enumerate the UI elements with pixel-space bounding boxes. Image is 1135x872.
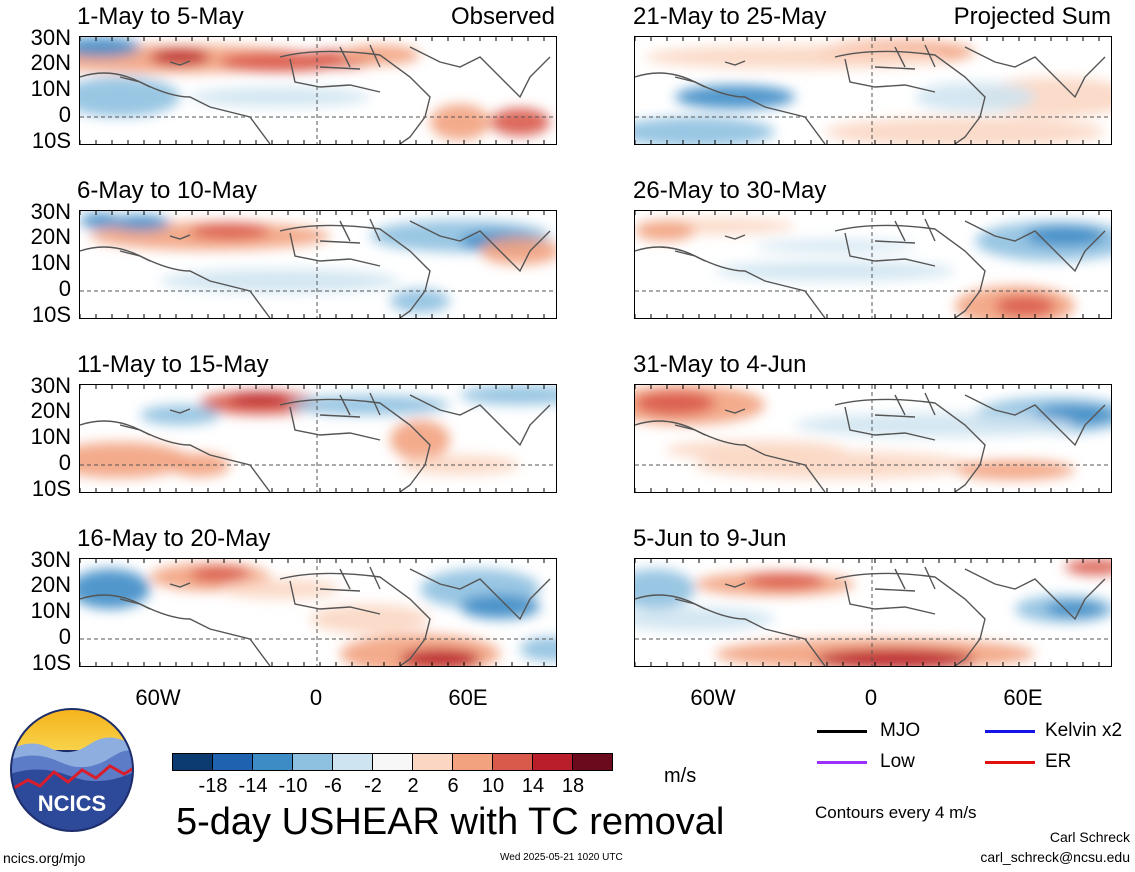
shear-field	[80, 211, 556, 318]
map-panel	[634, 384, 1112, 493]
units-label: m/s	[664, 765, 697, 787]
coastlines	[80, 392, 551, 492]
panel-tag: Observed	[450, 3, 555, 30]
lon-label: 60E	[1003, 685, 1043, 710]
contour-note: Contours every 4 m/s	[815, 803, 977, 822]
lon-label: 0	[864, 685, 878, 710]
panel-tag: Projected Sum	[953, 3, 1111, 30]
credit-email: carl_schreck@ncsu.edu	[980, 849, 1130, 865]
colorbar-swatch	[572, 753, 613, 771]
colorbar-swatch	[452, 753, 493, 771]
coastlines	[635, 392, 1106, 492]
colorbar-label: 18	[561, 775, 585, 797]
colorbar-label: 10	[481, 775, 505, 797]
legend-line-mjo	[817, 730, 867, 733]
shear-field	[80, 559, 556, 666]
lat-label: 10N	[30, 250, 71, 275]
legend-line-kelvin	[985, 730, 1035, 733]
panel-title: 31-May to 4-Jun	[633, 351, 807, 378]
lat-label: 10N	[30, 424, 71, 449]
legend-line-er	[985, 761, 1035, 764]
lat-label: 0	[58, 624, 71, 649]
lat-label: 20N	[30, 224, 71, 249]
map-panel	[79, 384, 557, 493]
colorbar-label: -2	[364, 775, 382, 797]
panel-title: 21-May to 25-May	[633, 3, 827, 30]
colorbar-label: -6	[324, 775, 342, 797]
lat-label: 10S	[31, 650, 71, 675]
colorbar-label: 2	[407, 775, 419, 797]
shear-field	[635, 211, 1111, 318]
shear-field	[80, 37, 556, 144]
logo-text: NCICS	[38, 791, 106, 816]
legend-line-low	[817, 761, 867, 764]
panel-title: 5-Jun to 9-Jun	[633, 525, 787, 552]
shear-field	[635, 37, 1111, 144]
colorbar-label: 6	[447, 775, 459, 797]
lat-label: 30N	[30, 25, 71, 50]
legend-label-kelvin: Kelvin x2	[1045, 720, 1123, 741]
colorbar-swatch	[412, 753, 453, 771]
lon-label: 60W	[690, 685, 736, 710]
colorbar	[172, 753, 613, 771]
lat-label: 20N	[30, 398, 71, 423]
panel-title: 6-May to 10-May	[77, 177, 258, 204]
colorbar-label: -10	[278, 775, 308, 797]
colorbar-swatch	[372, 753, 413, 771]
colorbar-swatch	[172, 753, 213, 771]
lat-label: 10S	[31, 476, 71, 501]
panel-title: 1-May to 5-May	[77, 3, 244, 30]
lat-label: 20N	[30, 572, 71, 597]
lon-label: 60W	[135, 685, 181, 710]
lat-label: 10N	[30, 76, 71, 101]
credit-url: ncics.org/mjo	[3, 850, 86, 866]
coastlines	[635, 218, 1106, 318]
lat-label: 10S	[31, 128, 71, 153]
map-panel	[79, 36, 557, 145]
map-panel	[79, 210, 557, 319]
lon-label: 0	[309, 685, 323, 710]
lat-label: 30N	[30, 199, 71, 224]
colorbar-label: -18	[198, 775, 228, 797]
lat-label: 10N	[30, 598, 71, 623]
panel-title: 16-May to 20-May	[77, 525, 271, 552]
colorbar-swatch	[532, 753, 573, 771]
lat-label: 30N	[30, 547, 71, 572]
main-title: 5-day USHEAR with TC removal	[176, 801, 725, 843]
colorbar-swatch	[212, 753, 253, 771]
panel-title: 11-May to 15-May	[77, 351, 269, 378]
coastlines	[80, 218, 551, 318]
colorbar-label: 14	[521, 775, 545, 797]
shear-field	[80, 385, 556, 492]
colorbar-swatch	[292, 753, 333, 771]
lat-label: 0	[58, 102, 71, 127]
map-panel	[634, 558, 1112, 667]
map-panel	[634, 210, 1112, 319]
lat-label: 30N	[30, 373, 71, 398]
colorbar-label: -14	[238, 775, 268, 797]
shear-field	[635, 385, 1111, 492]
colorbar-swatch	[492, 753, 533, 771]
shear-field	[635, 559, 1111, 666]
colorbar-swatch	[332, 753, 373, 771]
lat-label: 0	[58, 276, 71, 301]
coastlines	[80, 44, 551, 144]
lat-label: 0	[58, 450, 71, 475]
map-panel	[79, 558, 557, 667]
legend-label-er: ER	[1045, 751, 1072, 772]
ncics-logo: NCICS	[10, 708, 134, 832]
lat-label: 10S	[31, 302, 71, 327]
timestamp: Wed 2025-05-21 1020 UTC	[500, 852, 623, 863]
coastlines	[80, 566, 551, 666]
coastlines	[635, 566, 1106, 666]
panel-title: 26-May to 30-May	[633, 177, 827, 204]
credit-author: Carl Schreck	[1049, 829, 1130, 845]
coastlines	[635, 44, 1106, 144]
lon-label: 60E	[448, 685, 488, 710]
legend-label-mjo: MJO	[880, 720, 921, 741]
legend-label-low: Low	[880, 751, 915, 772]
map-panel	[634, 36, 1112, 145]
lat-label: 20N	[30, 50, 71, 75]
colorbar-swatch	[252, 753, 293, 771]
